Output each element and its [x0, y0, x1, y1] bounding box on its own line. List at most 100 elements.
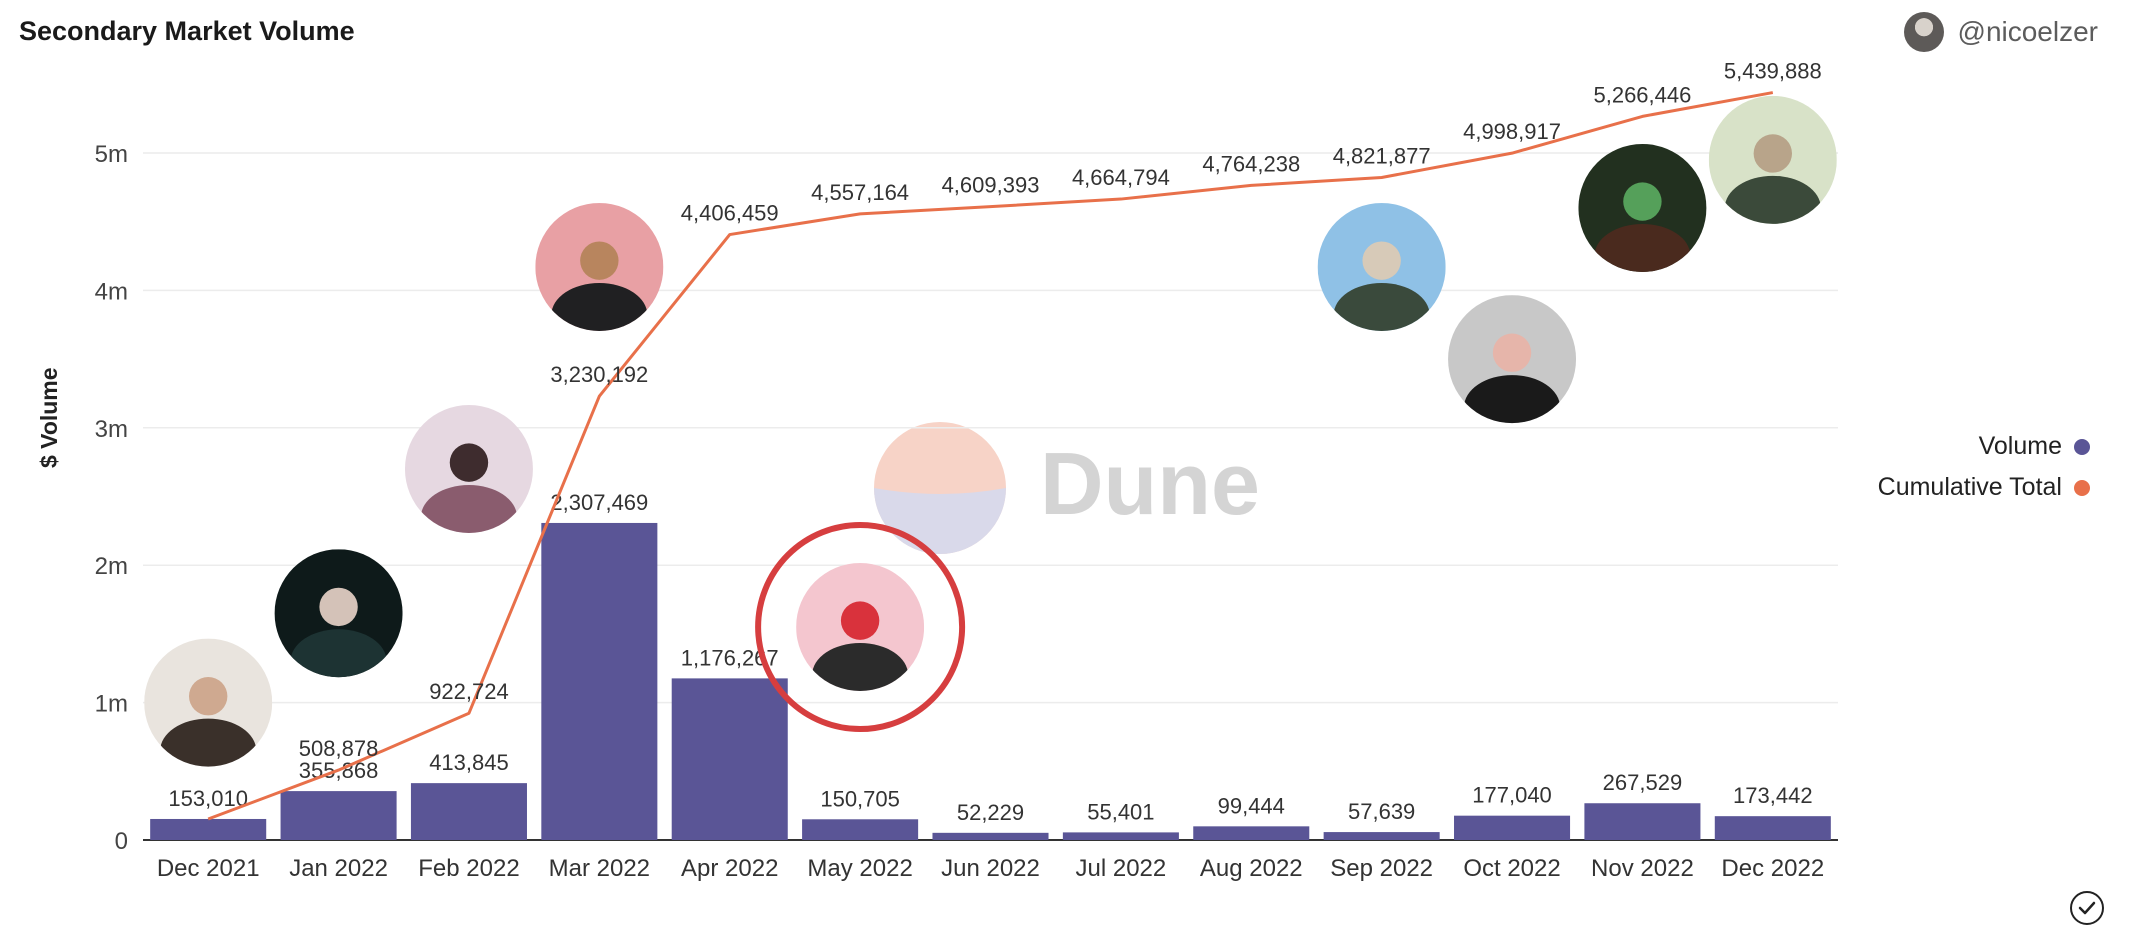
- photo-head: [1362, 241, 1401, 280]
- legend-item-volume[interactable]: Volume: [1979, 432, 2090, 461]
- artist-photo: [796, 563, 925, 692]
- x-tick-label: Jan 2022: [289, 855, 388, 882]
- volume-value-label: 153,010: [168, 786, 248, 811]
- cumulative-value-label: 4,664,794: [1072, 165, 1170, 190]
- y-tick-label: 1m: [95, 691, 128, 718]
- volume-bar: [1062, 832, 1179, 840]
- photo-body: [420, 485, 517, 534]
- cumulative-value-label: 5,266,446: [1593, 82, 1691, 107]
- volume-bar: [1714, 816, 1831, 840]
- x-tick-label: Dec 2021: [157, 855, 260, 882]
- x-tick-label: Nov 2022: [1591, 855, 1694, 882]
- dune-watermark: Dune: [874, 422, 1260, 554]
- volume-bar: [1584, 803, 1701, 840]
- volume-value-label: 150,705: [820, 786, 900, 811]
- cumulative-line: [207, 91, 1774, 821]
- photo-head: [188, 677, 228, 716]
- volume-value-label: 2,307,469: [550, 490, 648, 515]
- cumulative-value-label: 508,878: [299, 736, 379, 761]
- y-tick-label: 2m: [95, 553, 128, 580]
- x-tick-label: Jun 2022: [941, 855, 1040, 882]
- volume-value-label: 52,229: [957, 800, 1024, 825]
- cumulative-value-label: 4,998,917: [1463, 119, 1561, 144]
- artist-photo: [1708, 95, 1837, 224]
- artist-photo: [1448, 295, 1577, 424]
- cumulative-value-label: 4,764,238: [1202, 151, 1300, 176]
- artist-photo: [535, 203, 664, 332]
- volume-bar: [671, 678, 788, 840]
- x-tick-label: Aug 2022: [1200, 855, 1303, 882]
- volume-value-label: 413,845: [429, 750, 509, 775]
- photo-body: [290, 629, 387, 678]
- watermark-text: Dune: [1040, 434, 1260, 533]
- cumulative-line-path: [207, 91, 1774, 821]
- legend-dot-volume: [2074, 438, 2090, 455]
- x-axis-ticks: Dec 2021 Jan 2022 Feb 2022 Mar 2022 Apr 2022…: [157, 855, 1824, 882]
- cumulative-labels: 508,878 922,724 3,230,192 4,406,459 4,557,16…: [299, 59, 1822, 762]
- volume-value-label: 55,401: [1087, 799, 1154, 824]
- y-tick-label: 0: [115, 828, 128, 855]
- artist-photo: [274, 549, 403, 678]
- photo-body: [1464, 375, 1561, 424]
- cumulative-value-label: 4,821,877: [1333, 143, 1431, 168]
- volume-bar: [1193, 826, 1310, 840]
- photo-body: [1724, 175, 1821, 224]
- photo-head: [580, 241, 619, 280]
- y-tick-label: 3m: [95, 416, 128, 443]
- photo-head: [840, 601, 880, 640]
- cumulative-value-label: 4,406,459: [681, 201, 779, 226]
- author-badge[interactable]: @nicoelzer: [1903, 12, 2098, 52]
- legend-label-cumulative: Cumulative Total: [1877, 473, 2062, 501]
- volume-bar: [280, 791, 397, 840]
- photo-head: [1753, 134, 1793, 173]
- x-tick-label: Mar 2022: [549, 855, 650, 882]
- photo-body: [1594, 223, 1691, 272]
- photo-head: [319, 587, 358, 627]
- x-tick-label: Sep 2022: [1330, 855, 1433, 882]
- volume-bars: [150, 522, 1831, 840]
- artist-photo: [1317, 203, 1446, 332]
- volume-bar: [932, 832, 1049, 840]
- artist-photo: [144, 638, 273, 767]
- checkmark-icon[interactable]: [2070, 891, 2104, 925]
- photo-head: [1623, 182, 1662, 221]
- photo-head: [1492, 333, 1532, 372]
- photo-body: [160, 718, 257, 767]
- volume-bar: [150, 818, 267, 840]
- cumulative-value-label: 922,724: [429, 679, 509, 704]
- volume-bar: [1323, 832, 1440, 840]
- x-tick-label: Feb 2022: [418, 855, 519, 882]
- y-axis-ticks: 0 1m 2m 3m 4m 5m: [95, 141, 128, 855]
- highlight-ring: [755, 522, 966, 733]
- x-tick-label: Apr 2022: [681, 855, 778, 882]
- artist-photo: [404, 405, 533, 534]
- author-handle: @nicoelzer: [1957, 16, 2098, 47]
- volume-value-label: 173,442: [1733, 783, 1813, 808]
- legend-item-cumulative[interactable]: Cumulative Total: [1878, 473, 2090, 502]
- legend-label-volume: Volume: [1978, 432, 2062, 460]
- x-tick-label: Jul 2022: [1076, 855, 1167, 882]
- photo-body: [551, 283, 648, 332]
- x-tick-label: Oct 2022: [1463, 855, 1560, 882]
- legend: Volume Cumulative Total: [1878, 432, 2090, 502]
- volume-value-label: 177,040: [1472, 783, 1552, 808]
- photo-head: [449, 443, 489, 482]
- volume-value-label: 99,444: [1218, 793, 1285, 818]
- photo-body: [1333, 283, 1430, 332]
- author-avatar: [1903, 12, 1944, 52]
- x-tick-label: May 2022: [807, 855, 912, 882]
- artist-photo: [1578, 143, 1707, 272]
- cumulative-value-label: 4,609,393: [942, 173, 1040, 198]
- volume-value-label: 57,639: [1348, 799, 1415, 824]
- volume-value-label: 267,529: [1603, 770, 1683, 795]
- cumulative-value-label: 4,557,164: [811, 180, 909, 205]
- volume-bar: [802, 819, 919, 840]
- artist-photos: [144, 95, 1837, 767]
- x-tick-label: Dec 2022: [1721, 855, 1824, 882]
- cumulative-value-label: 5,439,888: [1724, 59, 1822, 84]
- chart-title: Secondary Market Volume: [19, 16, 355, 46]
- photo-body: [812, 643, 909, 692]
- cumulative-value-label: 3,230,192: [550, 362, 648, 387]
